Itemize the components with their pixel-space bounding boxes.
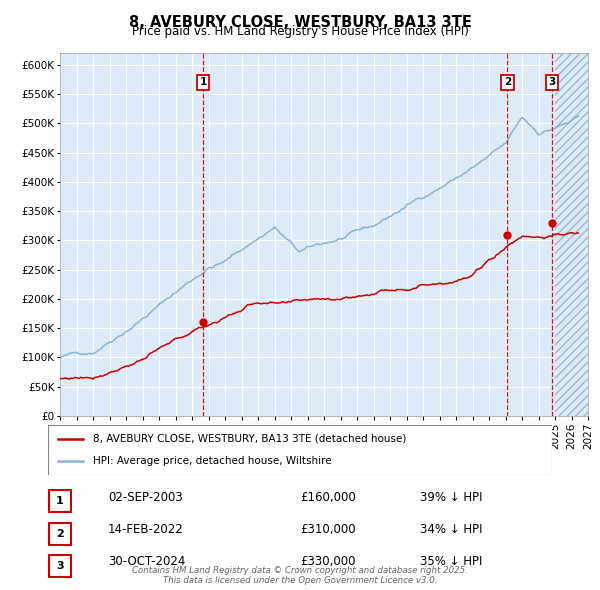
FancyBboxPatch shape xyxy=(49,555,71,577)
Text: 2: 2 xyxy=(504,77,511,87)
Text: 34% ↓ HPI: 34% ↓ HPI xyxy=(420,523,482,536)
Text: 1: 1 xyxy=(199,77,206,87)
Text: HPI: Average price, detached house, Wiltshire: HPI: Average price, detached house, Wilt… xyxy=(94,456,332,466)
Text: Contains HM Land Registry data © Crown copyright and database right 2025.
This d: Contains HM Land Registry data © Crown c… xyxy=(132,566,468,585)
Text: 39% ↓ HPI: 39% ↓ HPI xyxy=(420,490,482,504)
Bar xyxy=(555,53,588,416)
Text: £310,000: £310,000 xyxy=(300,523,356,536)
Text: 1: 1 xyxy=(56,496,64,506)
FancyBboxPatch shape xyxy=(49,490,71,512)
Text: 8, AVEBURY CLOSE, WESTBURY, BA13 3TE: 8, AVEBURY CLOSE, WESTBURY, BA13 3TE xyxy=(128,15,472,30)
Text: 02-SEP-2003: 02-SEP-2003 xyxy=(108,490,183,504)
Text: 14-FEB-2022: 14-FEB-2022 xyxy=(108,523,184,536)
Text: 30-OCT-2024: 30-OCT-2024 xyxy=(108,555,185,569)
Text: £330,000: £330,000 xyxy=(300,555,355,569)
Text: 8, AVEBURY CLOSE, WESTBURY, BA13 3TE (detached house): 8, AVEBURY CLOSE, WESTBURY, BA13 3TE (de… xyxy=(94,434,407,444)
FancyBboxPatch shape xyxy=(49,523,71,545)
FancyBboxPatch shape xyxy=(48,425,552,475)
Text: 3: 3 xyxy=(548,77,556,87)
Text: £160,000: £160,000 xyxy=(300,490,356,504)
Text: 3: 3 xyxy=(56,561,64,571)
Text: 35% ↓ HPI: 35% ↓ HPI xyxy=(420,555,482,569)
Text: Price paid vs. HM Land Registry's House Price Index (HPI): Price paid vs. HM Land Registry's House … xyxy=(131,25,469,38)
Text: 2: 2 xyxy=(56,529,64,539)
